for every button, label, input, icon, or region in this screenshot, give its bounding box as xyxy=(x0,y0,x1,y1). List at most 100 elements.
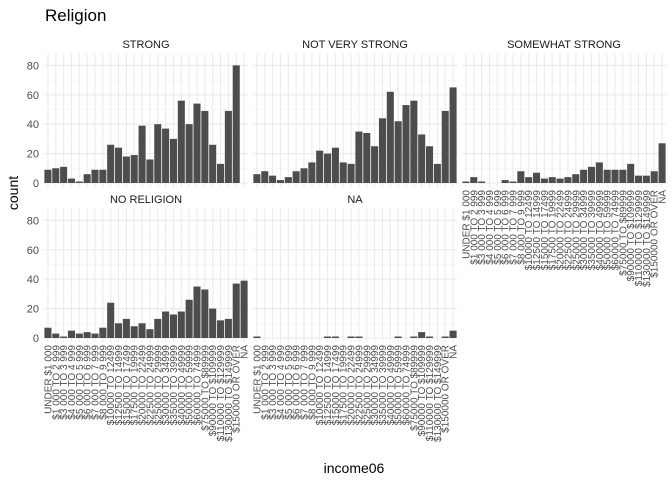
bar xyxy=(209,144,217,183)
x-tick-label: $40000 TO 49999 xyxy=(177,345,188,426)
x-tick-label: $110000 TO $129999 xyxy=(216,345,227,442)
x-tick-label: $1 000 TO 2 999 xyxy=(260,345,271,420)
x-tick-label: $15000 TO 17499 xyxy=(122,345,133,426)
x-tick-label: $17500 TO 19999 xyxy=(548,190,559,271)
bar xyxy=(331,336,339,338)
bar xyxy=(146,159,154,183)
x-tick-label: $15000 TO 17499 xyxy=(540,190,551,271)
x-tick-label: $15000 TO 17499 xyxy=(331,345,342,426)
x-tick-label: $60000 TO 74999 xyxy=(193,345,204,426)
bar xyxy=(138,125,146,183)
facet-panel-no-religion: NO RELIGION 0 20 40 60 80 UNDER $1 000$1 000 T… xyxy=(27,194,251,442)
bar xyxy=(99,327,107,338)
x-tick-label: $22500 TO 24999 xyxy=(563,190,574,271)
bar xyxy=(449,330,457,338)
x-tick-label: $150000 OR OVER xyxy=(650,190,661,278)
y-tick-label: 40 xyxy=(27,119,39,131)
bar xyxy=(193,103,201,183)
bar xyxy=(517,171,525,183)
bar xyxy=(52,168,60,183)
bar xyxy=(627,163,635,183)
bar xyxy=(138,323,146,338)
x-tick-label: $150000 OR OVER xyxy=(232,345,243,433)
x-tick-label: $50000 TO 59999 xyxy=(603,190,614,271)
x-tick-label: $4 000 TO 4 999 xyxy=(485,190,496,265)
bar xyxy=(347,163,355,183)
x-tick-label: $25000 TO 29999 xyxy=(362,345,373,426)
x-tick-label: $8 000 TO 9 999 xyxy=(516,190,527,265)
bar xyxy=(67,330,75,338)
bar xyxy=(177,311,185,338)
bar xyxy=(308,162,316,183)
bar xyxy=(107,144,115,183)
bar xyxy=(91,169,99,183)
x-tick-label: $20000 TO 22499 xyxy=(556,190,567,271)
bar xyxy=(300,168,308,183)
bar xyxy=(122,156,130,183)
x-tick-label: $1 000 TO 2 999 xyxy=(469,190,480,265)
bar xyxy=(193,286,201,338)
bar xyxy=(426,146,434,183)
x-tick-label: NA xyxy=(658,190,669,204)
bar xyxy=(232,65,240,183)
x-tick-label: UNDER $1 000 xyxy=(461,190,472,259)
x-tick-label: $22500 TO 24999 xyxy=(145,345,156,426)
bar xyxy=(201,110,209,183)
bar xyxy=(292,171,300,183)
x-tick-label: $8 000 TO 9 999 xyxy=(98,345,109,420)
bar xyxy=(355,131,363,183)
x-tick-label: $5 000 TO 5 999 xyxy=(493,190,504,265)
bar xyxy=(386,91,394,183)
x-tick-label: $12500 TO 14999 xyxy=(114,345,125,426)
bar xyxy=(363,133,371,183)
bar xyxy=(253,174,261,183)
bar xyxy=(115,147,123,183)
bar xyxy=(130,155,138,183)
bar xyxy=(418,332,426,338)
bar xyxy=(276,180,284,183)
bar xyxy=(533,172,541,183)
y-tick-label: 0 xyxy=(33,333,39,345)
bar xyxy=(410,336,418,338)
x-tick-label: $4 000 TO 4 999 xyxy=(276,345,287,420)
x-tick-label: UNDER $1 000 xyxy=(252,345,263,414)
facet-panel-na: NA UNDER $1 000$1 000 TO 2 999$3 000 TO 3… xyxy=(252,194,459,442)
gridlines xyxy=(462,54,666,187)
bar xyxy=(44,327,52,338)
x-tick-label: $10000 TO 12499 xyxy=(106,345,117,426)
bar xyxy=(580,169,588,183)
bar xyxy=(394,121,402,183)
x-tick-label: $10000 TO 12499 xyxy=(524,190,535,271)
y-tick-label: 40 xyxy=(27,274,39,286)
bar xyxy=(378,118,386,183)
x-tick-label: $7 000 TO 7 999 xyxy=(300,345,311,420)
facet-panels: STRONG 0 20 40 60 80 NOT VERY STRONG SOMEWHAT S… xyxy=(27,39,669,442)
x-tick-label: $130000 TO $149999 xyxy=(224,345,235,442)
bar xyxy=(564,177,572,183)
y-tick-label: 20 xyxy=(27,304,39,316)
x-tick-label: $5 000 TO 5 999 xyxy=(284,345,295,420)
bar xyxy=(99,169,107,183)
bar xyxy=(217,163,225,183)
y-tick-label: 80 xyxy=(27,215,39,227)
bar xyxy=(449,87,457,183)
x-tick-label: $12500 TO 14999 xyxy=(532,190,543,271)
facet-panel-strong: STRONG 0 20 40 60 80 xyxy=(27,39,248,190)
x-tick-label: $110000 TO $129999 xyxy=(425,345,436,442)
bar xyxy=(154,318,162,338)
y-tick-label: 60 xyxy=(27,245,39,257)
bar xyxy=(324,153,332,183)
bar xyxy=(394,336,402,338)
x-tick-label: $25000 TO 29999 xyxy=(571,190,582,271)
bar xyxy=(441,110,449,183)
x-tick-label: $7 000 TO 7 999 xyxy=(91,345,102,420)
bar xyxy=(410,100,418,183)
bar xyxy=(339,162,347,183)
facet-label: NO RELIGION xyxy=(110,194,182,206)
x-tick-label: $75000 TO $89999 xyxy=(618,190,629,276)
x-tick-label: $17500 TO 19999 xyxy=(130,345,141,426)
bar xyxy=(284,177,292,183)
bar xyxy=(75,333,83,338)
bar xyxy=(316,150,324,183)
